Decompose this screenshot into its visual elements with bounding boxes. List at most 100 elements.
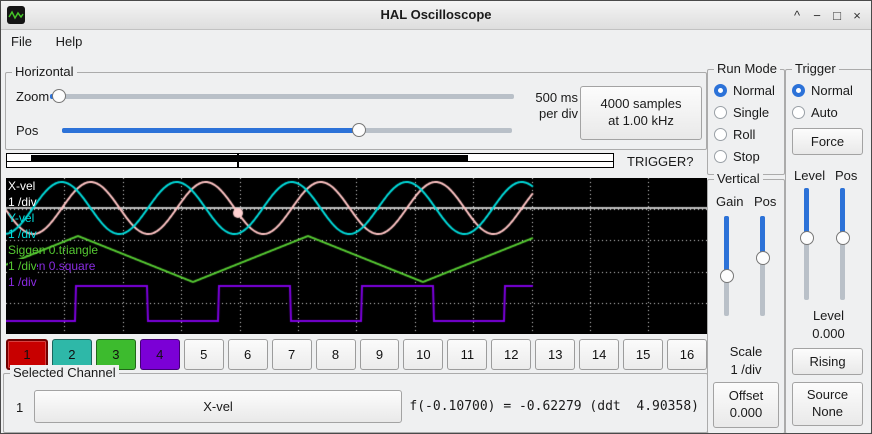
- scope-channel-label: Y-vel: [8, 211, 35, 225]
- channel-button-8[interactable]: 8: [315, 339, 356, 370]
- zoom-slider-track[interactable]: [50, 94, 514, 99]
- radio-icon[interactable]: [792, 83, 805, 97]
- channel-button-7[interactable]: 7: [271, 339, 312, 370]
- selected-channel-group: Selected Channel 1 X-vel f(-0.10700) = -…: [3, 365, 708, 433]
- runmode-radio-stop[interactable]: Stop: [714, 148, 760, 164]
- scope-labels: X-vel 1 /div Y-vel 1 /div Siggen 0.triangle S…: [6, 178, 707, 334]
- waveform-canvas: [6, 178, 707, 334]
- vertical-scale-value: 1 /div: [730, 362, 762, 377]
- scope-channel-label: 1 /div: [8, 275, 37, 289]
- channel-button-5[interactable]: 5: [183, 339, 224, 370]
- record-trigger-tick: [237, 154, 240, 167]
- app-icon: [7, 6, 25, 24]
- position-slider-handle[interactable]: [352, 123, 366, 137]
- titlebar[interactable]: HAL Oscilloscope ^ − □ ×: [1, 1, 871, 30]
- radio-icon[interactable]: [714, 149, 727, 163]
- channel-button-4[interactable]: 4: [139, 339, 180, 370]
- trigger-level-slider-fill: [804, 188, 809, 239]
- channel-button-9[interactable]: 9: [359, 339, 400, 370]
- close-button[interactable]: ×: [853, 7, 861, 23]
- vertical-scale-caption: Scale: [729, 344, 763, 359]
- pos-label: Pos: [16, 123, 39, 138]
- trigger-level-caption: Level: [812, 308, 845, 323]
- radio-icon[interactable]: [714, 127, 727, 141]
- force-button[interactable]: Force: [792, 128, 863, 155]
- radio-icon[interactable]: [714, 105, 727, 119]
- channel-button-10[interactable]: 10: [403, 339, 444, 370]
- vertical-gain-slider-handle[interactable]: [720, 269, 734, 283]
- minimize-button[interactable]: −: [813, 7, 821, 23]
- zoom-slider-handle[interactable]: [52, 89, 67, 103]
- run-mode-group: Run Mode Normal Single Roll Stop: [707, 61, 785, 175]
- horizontal-group-title: Horizontal: [12, 64, 77, 79]
- samples-button[interactable]: 4000 samples at 1.00 kHz: [580, 86, 702, 140]
- vertical-gain-slider-track[interactable]: [724, 216, 729, 316]
- trigger-level-label: Level: [794, 168, 826, 183]
- vertical-gain-slider[interactable]: [718, 216, 736, 316]
- position-slider[interactable]: [62, 120, 512, 140]
- run-mode-group-title: Run Mode: [714, 61, 780, 76]
- menu-help[interactable]: Help: [55, 34, 83, 49]
- function-readout: f(-0.10700) = -0.62279 (ddt 4.90358): [409, 399, 699, 414]
- trigger-radio-normal[interactable]: Normal: [792, 82, 853, 98]
- trigger-pos-slider[interactable]: [834, 188, 852, 300]
- trigger-pos-slider-fill: [840, 188, 845, 239]
- scope-channel-label: 1 /div: [8, 227, 37, 241]
- runmode-radio-normal[interactable]: Normal: [714, 82, 775, 98]
- shade-button[interactable]: ^: [793, 7, 801, 23]
- zoom-label: Zoom: [16, 89, 50, 104]
- channel-button-15[interactable]: 15: [623, 339, 664, 370]
- trigger-level-slider-handle[interactable]: [800, 231, 814, 246]
- trigger-pos-slider-handle[interactable]: [836, 231, 850, 246]
- channel-name-button[interactable]: X-vel: [34, 390, 402, 423]
- vertical-group-title: Vertical: [714, 171, 763, 186]
- trigger-pos-label: Pos: [835, 168, 858, 183]
- trigger-question-label: TRIGGER?: [627, 154, 694, 169]
- selected-channel-group-title: Selected Channel: [10, 365, 119, 380]
- vertical-pos-label: Pos: [754, 194, 777, 209]
- trigger-level-slider[interactable]: [798, 188, 816, 300]
- vertical-group: Vertical Gain Pos Scale 1 /div Offset 0.…: [707, 171, 785, 433]
- vertical-gain-slider-fill: [724, 216, 729, 276]
- trigger-source-button[interactable]: Source None: [792, 382, 863, 426]
- menubar: File Help: [1, 29, 871, 55]
- scope-channel-label: Siggen 0.triangle: [8, 243, 99, 257]
- menu-file[interactable]: File: [11, 34, 32, 49]
- channel-button-6[interactable]: 6: [227, 339, 268, 370]
- window-controls: ^ − □ ×: [789, 1, 865, 29]
- position-slider-fill: [62, 128, 359, 133]
- vertical-pos-slider-track[interactable]: [760, 216, 765, 316]
- vertical-pos-slider-handle[interactable]: [756, 251, 770, 265]
- horizontal-group: Horizontal Zoom 500 ms per div 4000 samp…: [5, 64, 707, 150]
- channel-button-16[interactable]: 16: [667, 339, 707, 370]
- trigger-edge-button[interactable]: Rising: [792, 348, 863, 375]
- selected-channel-number: 1: [16, 400, 24, 415]
- vertical-pos-slider-fill: [760, 216, 765, 258]
- window-title: HAL Oscilloscope: [380, 7, 492, 22]
- trigger-group-title: Trigger: [792, 61, 839, 76]
- scope-display[interactable]: X-vel 1 /div Y-vel 1 /div Siggen 0.triangle S…: [6, 178, 707, 334]
- channel-button-12[interactable]: 12: [491, 339, 532, 370]
- vertical-offset-button[interactable]: Offset 0.000: [713, 382, 779, 428]
- radio-icon[interactable]: [792, 105, 805, 119]
- trigger-group: Trigger Normal Auto Force Level Pos Leve…: [785, 61, 871, 433]
- runmode-radio-roll[interactable]: Roll: [714, 126, 755, 142]
- vertical-pos-slider[interactable]: [754, 216, 772, 316]
- scope-channel-label: X-vel: [8, 179, 36, 193]
- scope-channel-label: 1 /div: [8, 259, 37, 274]
- record-view-region[interactable]: [31, 155, 468, 162]
- zoom-slider[interactable]: [50, 86, 514, 106]
- position-slider-track[interactable]: [62, 128, 512, 133]
- radio-icon[interactable]: [714, 83, 727, 97]
- runmode-radio-single[interactable]: Single: [714, 104, 769, 120]
- vertical-gain-label: Gain: [716, 194, 744, 209]
- channel-button-14[interactable]: 14: [579, 339, 620, 370]
- channel-button-11[interactable]: 11: [447, 339, 488, 370]
- trigger-level-value: 0.000: [812, 326, 845, 341]
- maximize-button[interactable]: □: [833, 7, 841, 23]
- record-position-bar[interactable]: [6, 153, 614, 168]
- timebase-readout: 500 ms per div: [535, 90, 578, 121]
- trigger-radio-auto[interactable]: Auto: [792, 104, 838, 120]
- channel-button-13[interactable]: 13: [535, 339, 576, 370]
